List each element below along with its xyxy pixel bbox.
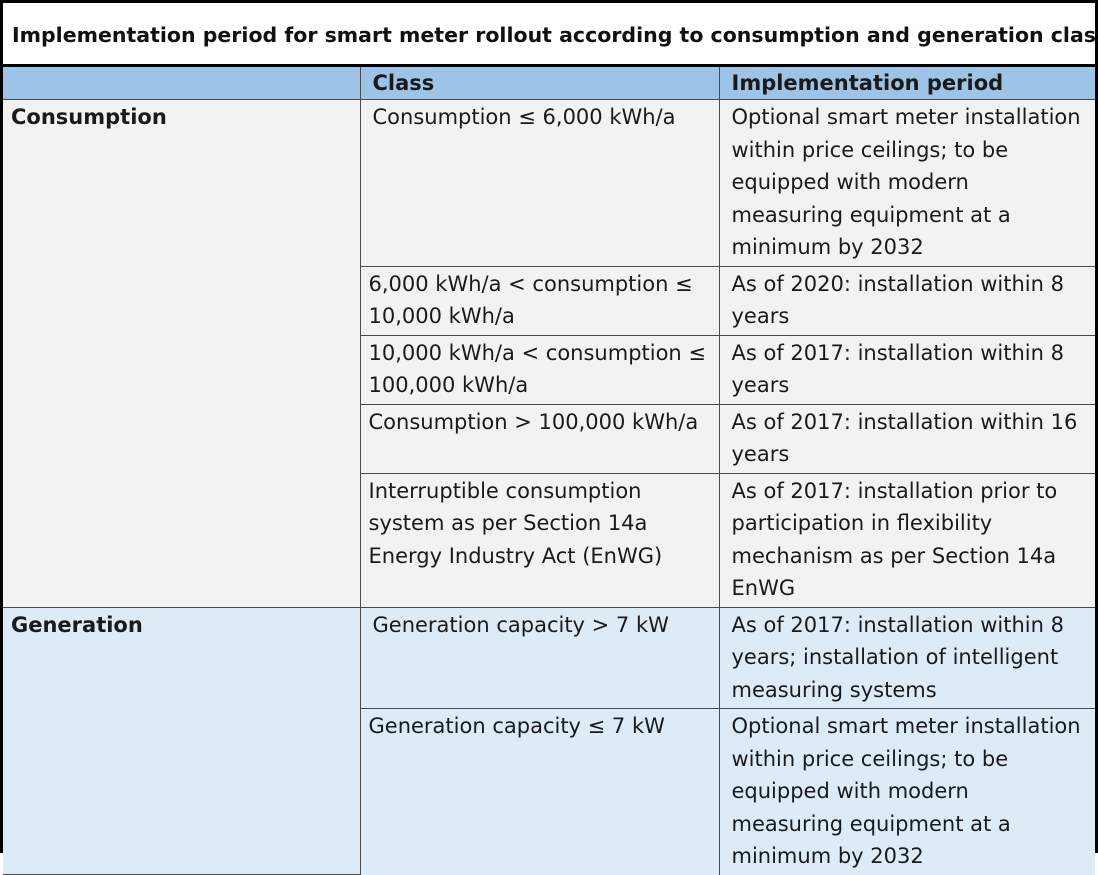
table-row: 6,000 kWh/a < consumption ≤ 10,000 kWh/a… — [3, 265, 1095, 336]
class-cell: Generation capacity > 7 kW — [359, 606, 720, 709]
table-title: Implementation period for smart meter ro… — [3, 3, 1098, 67]
class-cell: Generation capacity ≤ 7 kW — [360, 708, 720, 875]
period-cell: Optional smart meter installation within… — [718, 99, 1095, 267]
class-cell: 10,000 kWh/a < consumption ≤ 100,000 kWh… — [360, 334, 720, 405]
period-cell: As of 2020: installation within 8 years — [718, 265, 1095, 336]
period-cell: As of 2017: installation within 8 years — [718, 334, 1095, 405]
class-cell: Consumption > 100,000 kWh/a — [360, 403, 720, 474]
table-row: Generation Generation capacity > 7 kW As… — [3, 606, 1095, 875]
group-label-generation: Generation — [3, 606, 361, 875]
period-cell: As of 2017: installation within 16 years — [718, 403, 1095, 474]
generation-group: Generation Generation capacity > 7 kW As… — [3, 606, 1095, 875]
table-row: 10,000 kWh/a < consumption ≤ 100,000 kWh… — [3, 334, 1095, 405]
class-cell: Consumption ≤ 6,000 kWh/a — [359, 99, 720, 267]
header-row: Class Implementation period — [3, 67, 1095, 100]
table-row: Consumption > 100,000 kWh/a As of 2017: … — [3, 403, 1095, 474]
period-cell: Optional smart meter installation within… — [718, 708, 1095, 875]
group-label-consumption: Consumption — [3, 99, 361, 608]
header-class: Class — [359, 67, 720, 100]
header-group — [3, 67, 361, 100]
class-cell: Interruptible consumption system as per … — [360, 472, 720, 608]
period-cell: As of 2017: installation prior to partic… — [718, 472, 1095, 608]
header-period: Implementation period — [718, 67, 1095, 100]
period-cell: As of 2017: installation within 8 years;… — [718, 606, 1095, 709]
table-row: Interruptible consumption system as per … — [3, 472, 1095, 608]
rollout-table: Class Implementation period Consumption … — [3, 67, 1095, 875]
consumption-group: Consumption Consumption ≤ 6,000 kWh/a Op… — [3, 99, 1095, 608]
table-row: Consumption Consumption ≤ 6,000 kWh/a Op… — [3, 99, 1095, 608]
class-cell: 6,000 kWh/a < consumption ≤ 10,000 kWh/a — [360, 265, 720, 336]
